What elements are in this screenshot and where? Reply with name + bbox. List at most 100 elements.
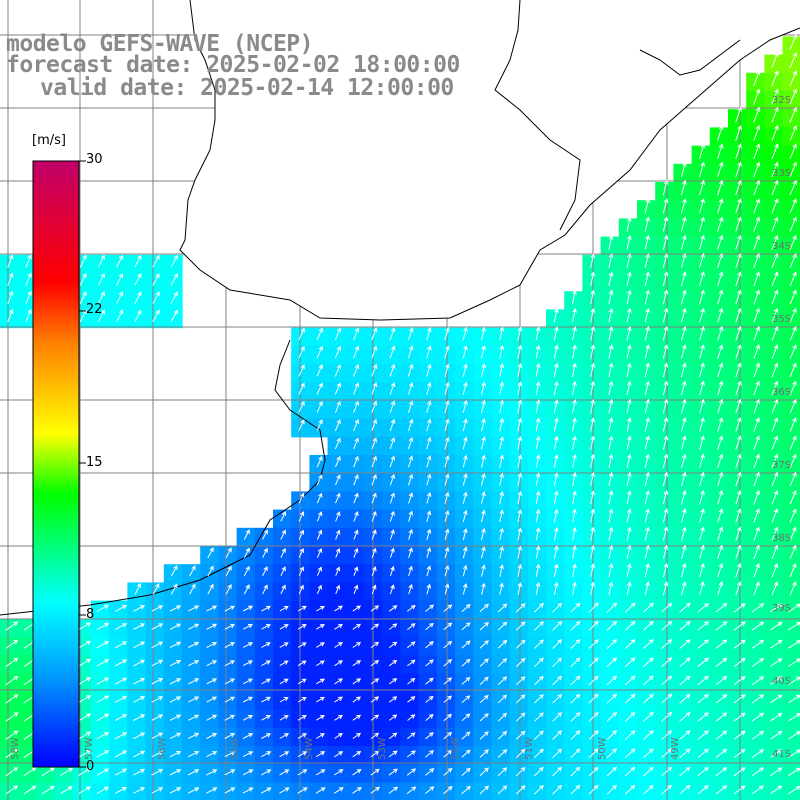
wind-arrow <box>679 784 691 795</box>
wind-arrow <box>425 622 434 631</box>
wind-arrow <box>280 529 286 540</box>
wind-arrow <box>662 326 669 341</box>
wind-arrow <box>789 490 797 505</box>
wind-arrow <box>570 675 581 686</box>
wind-arrow <box>608 544 614 559</box>
wind-arrow <box>462 473 468 486</box>
wind-arrow <box>370 768 380 776</box>
wind-arrow <box>753 398 760 414</box>
wind-arrow <box>699 179 706 196</box>
wind-arrow <box>644 362 650 378</box>
wind-arrow <box>262 529 268 540</box>
wind-arrow <box>133 787 146 794</box>
wind-arrow <box>699 362 705 378</box>
wind-arrow <box>96 786 109 794</box>
wind-arrow <box>261 642 271 648</box>
wind-arrow <box>771 179 779 196</box>
wind-arrow <box>717 271 724 287</box>
wind-arrow <box>315 787 326 794</box>
wind-arrow <box>680 362 687 378</box>
wind-arrow <box>590 471 596 487</box>
wind-arrow <box>116 254 124 268</box>
wind-arrow <box>697 785 709 795</box>
wind-arrow <box>497 694 508 704</box>
wind-arrow <box>735 161 742 178</box>
wind-arrow <box>751 730 765 740</box>
wind-arrow <box>590 544 595 559</box>
wind-arrow <box>717 161 724 178</box>
wind-arrow <box>370 678 380 685</box>
wind-arrow <box>733 730 746 740</box>
wind-arrow <box>206 787 218 794</box>
wind-arrow <box>735 398 742 414</box>
lat-label: 40S <box>772 676 791 687</box>
wind-arrow <box>352 751 362 758</box>
wind-arrow <box>425 768 435 776</box>
wind-arrow <box>371 400 378 413</box>
wind-arrow <box>7 272 14 286</box>
wind-arrow <box>114 659 128 667</box>
wind-arrow <box>661 639 673 649</box>
wind-arrow <box>262 584 268 595</box>
wind-arrow <box>643 730 654 740</box>
wind-arrow <box>735 234 742 250</box>
wind-arrow <box>680 179 687 196</box>
wind-arrow <box>642 711 654 722</box>
wind-arrow <box>789 544 797 560</box>
wind-arrow <box>316 642 325 648</box>
wind-arrow <box>770 731 783 740</box>
wind-arrow <box>626 271 632 287</box>
wind-arrow <box>626 526 632 541</box>
wind-arrow <box>462 491 468 504</box>
wind-arrow <box>242 715 254 721</box>
wind-arrow <box>461 713 471 722</box>
wind-arrow <box>426 565 432 577</box>
wind-arrow <box>770 767 783 777</box>
wind-arrow <box>352 714 362 721</box>
wind-arrow <box>133 623 146 630</box>
wind-arrow <box>588 620 599 631</box>
wind-arrow <box>407 641 416 649</box>
wind-arrow <box>114 714 128 722</box>
wind-arrow <box>626 216 632 232</box>
wind-arrow <box>789 326 797 341</box>
wind-arrow <box>206 769 218 776</box>
wind-arrow <box>735 362 742 378</box>
wind-arrow <box>169 660 182 667</box>
wind-arrow <box>590 435 596 450</box>
wind-arrow <box>753 362 760 378</box>
wind-arrow <box>298 327 305 341</box>
wind-arrow <box>316 547 323 558</box>
wind-arrow <box>370 605 380 612</box>
lat-label: 33S <box>772 168 791 179</box>
wind-arrow <box>60 786 73 795</box>
wind-arrow <box>662 271 669 287</box>
wind-arrow <box>662 398 669 414</box>
wind-arrow <box>134 309 142 323</box>
wind-arrow <box>644 307 650 323</box>
wind-arrow <box>334 623 343 630</box>
lat-label: 39S <box>772 603 791 614</box>
wind-arrow <box>242 733 254 739</box>
wind-arrow <box>261 660 271 667</box>
wind-arrow <box>242 660 253 667</box>
wind-arrow <box>590 271 596 287</box>
wind-arrow <box>535 545 541 559</box>
wind-arrow <box>353 492 359 504</box>
wind-arrow <box>681 544 687 560</box>
wind-arrow <box>425 695 434 703</box>
wind-arrow <box>789 70 798 87</box>
wind-arrow <box>572 289 577 305</box>
wind-arrow <box>662 234 669 250</box>
wind-arrow <box>552 675 563 686</box>
wind-arrow <box>771 362 779 378</box>
wind-arrow <box>789 362 797 378</box>
wind-arrow <box>316 696 325 703</box>
wind-arrow <box>316 624 325 630</box>
coast-line-inland <box>494 0 581 231</box>
wind-arrow <box>499 399 505 414</box>
wind-arrow <box>570 602 581 613</box>
wind-arrow <box>679 675 691 686</box>
colorbar-unit: [m/s] <box>32 133 66 148</box>
wind-arrow <box>771 253 779 268</box>
